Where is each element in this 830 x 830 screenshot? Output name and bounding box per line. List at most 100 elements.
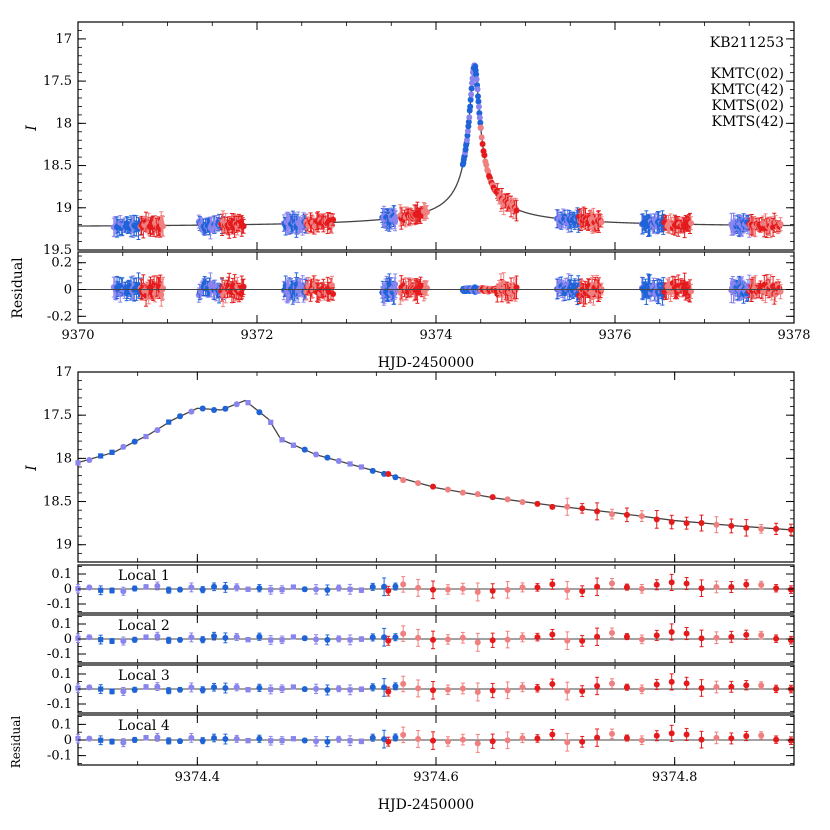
zoom-y-tick-label: 17 [55,365,72,380]
zoom-data-point [392,474,399,481]
local-1-residual-point [268,587,274,593]
local-3-residual-point [489,687,496,694]
local-3-residual-point [381,684,388,691]
zoom-data-point [301,446,308,453]
local-3-residual-point [564,688,571,695]
zoom-data-point [758,525,765,532]
zoom-data-point [609,511,616,518]
local-1-residual-point [347,586,353,592]
local-2-residual-point [131,636,138,643]
local-2-residual-point [381,634,388,641]
local-3-residual-point [579,688,586,695]
top-y-tick-label: 18.5 [43,159,72,174]
top-residual-x-tick-label: 9372 [240,328,273,343]
local-2-residual-point [489,637,496,644]
local-3-residual-point [773,685,780,692]
top-data-point [688,220,695,227]
top-data-point [475,98,482,105]
local-2-residual-point [290,634,296,640]
local-1-residual-point [773,585,780,592]
local-1-residual-point [788,586,795,593]
top-data-point [476,110,483,117]
local-1-y-tick-label: 0.1 [51,567,72,582]
local-2-residual-point [653,632,660,639]
local-1-residual-point [392,583,399,590]
local-1-residual-point [290,584,296,590]
local-2-residual-point [347,637,353,643]
local-2-residual-point [638,636,645,643]
local-4-residual-point [166,738,172,744]
local-3-residual-point [188,684,195,691]
local-4-residual-point [120,739,127,746]
local-1-residual-point [199,586,206,593]
top-residual-point [160,285,167,292]
local-2-residual-point [313,636,320,643]
local-1-residual-point [668,579,675,586]
local-1-residual-point [400,581,407,588]
top-data-point [473,71,480,78]
local-3-residual-point [177,686,184,693]
local-2-y-tick-label: 0.1 [51,617,72,632]
top-data-point [465,118,472,125]
top-data-point [598,219,605,226]
top-data-point [463,136,470,143]
local-1-residual-point [222,584,229,591]
local-2-residual-point [564,637,571,644]
local-3-residual-point [713,684,720,691]
top-data-point [476,114,483,121]
local-1-residual-point [358,587,365,593]
local-3-residual-point [430,687,437,694]
local-3-residual-point [519,684,526,691]
zoom-data-point [177,413,184,420]
top-data-point [485,168,492,175]
local-2-residual-point [728,633,735,640]
local-3-residual-point [549,681,556,688]
local-3-residual-point [290,684,296,690]
local-3-residual-point [120,688,127,695]
zoom-data-point [166,419,172,425]
local-3-residual-point [98,686,104,692]
top-residual-x-tick-label: 9376 [598,328,631,343]
top-residual-y-tick-label: 0.2 [51,256,72,271]
zoom-data-point [743,524,750,531]
local-2-residual-point [444,636,451,643]
zoom-data-point [335,458,342,465]
local-1-y-tick-label: -0.1 [47,597,72,612]
top-data-point [513,207,520,214]
top-data-point [474,93,481,100]
top-y-tick-label: 18 [55,116,72,131]
local-3-residual-point [279,686,285,692]
local-2-residual-point [683,630,690,637]
local-1-residual-point [549,581,556,588]
local-3-residual-point [358,686,365,692]
zoom-data-point [256,409,263,416]
local-1-residual-point [301,586,308,593]
local-3-residual-point [638,686,645,693]
zoom-data-point [400,477,407,484]
top-data-point [464,128,471,135]
zoom-lightcurve-panel: 17 17.5 18 18.5 19 [43,365,795,563]
local-2-residual-point [713,634,720,641]
local-2-residual-point [109,638,115,644]
local-3-residual-point [131,686,138,693]
local-1-residual-point [683,580,690,587]
top-data-point [475,103,482,110]
local-2-residual-point [534,634,541,641]
local-4-residual-point [233,735,240,742]
zoom-data-point [683,520,690,527]
zoom-y-tick-label: 18.5 [43,495,72,510]
local-4-residual-point [188,734,195,741]
local-3-residual-point [668,678,675,685]
top-residual-y-tick-label: 0 [64,283,72,298]
local-3-residual-point [222,685,229,692]
local-1-residual-point [313,586,320,593]
local-2-y-tick-label: 0 [64,632,72,647]
local-2-residual-point [166,637,172,643]
local-2-residual-point [459,634,466,641]
local-1-residual-point [188,584,195,591]
top-data-point [465,123,472,130]
local-2-residual-point [211,633,218,640]
zoom-data-point [245,400,251,406]
zoom-data-point [698,520,705,527]
local-3-residual-point [415,685,422,692]
